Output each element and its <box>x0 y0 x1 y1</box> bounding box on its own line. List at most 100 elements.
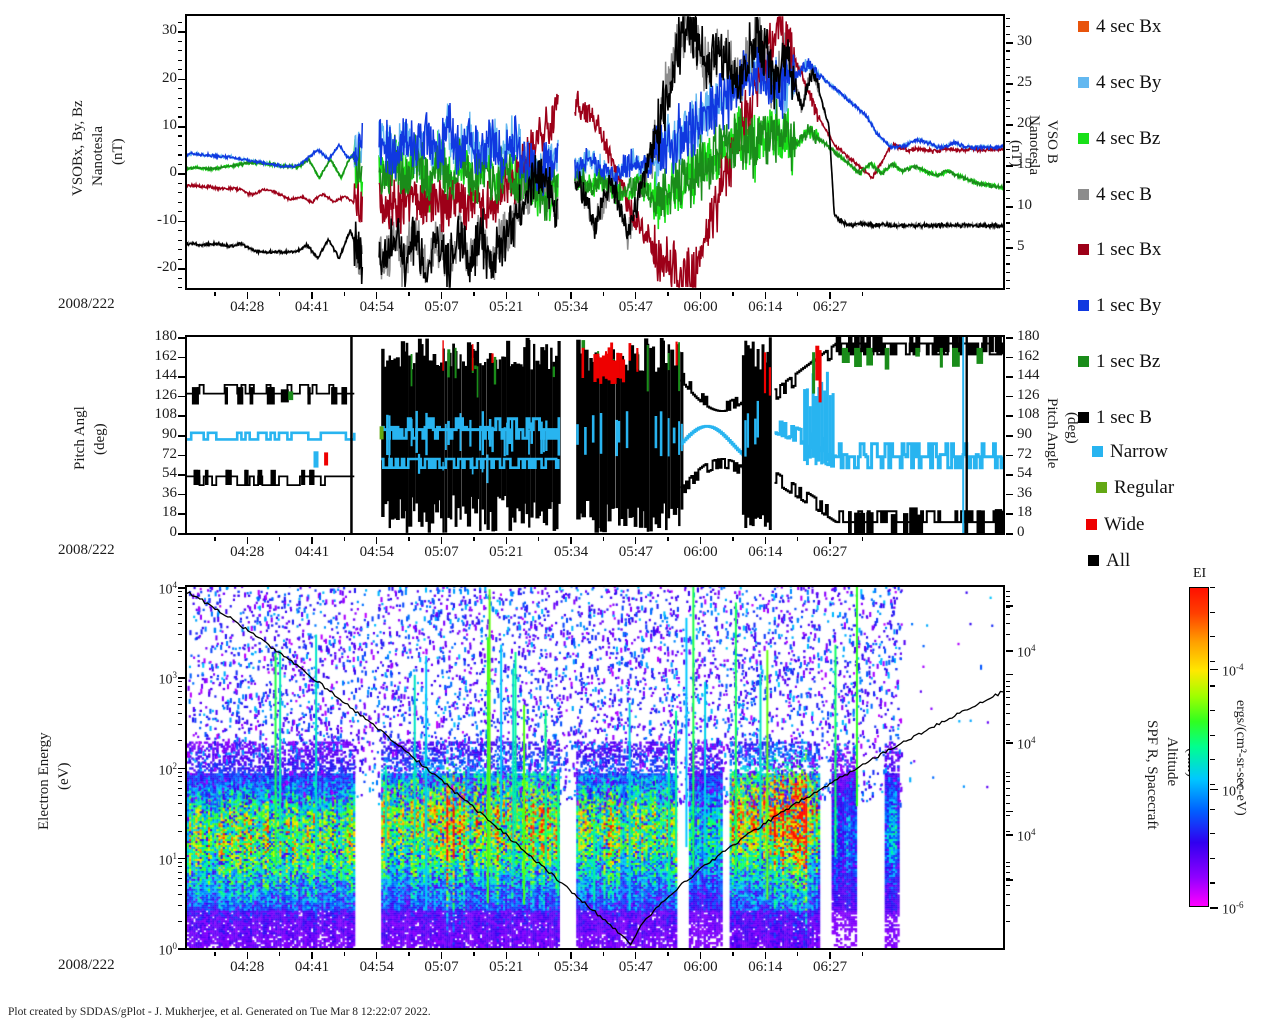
legend-item[interactable]: 1 sec By <box>1078 294 1162 316</box>
axis-tick-label: 0 <box>169 164 178 181</box>
axis-tick <box>178 337 185 339</box>
axis-tick <box>408 952 410 956</box>
axis-tick <box>178 454 185 457</box>
pitch-angle-band <box>591 415 596 443</box>
axis-tick <box>1210 587 1215 589</box>
axis-tick-label: 05:21 <box>489 299 524 315</box>
axis-tick <box>1006 189 1010 191</box>
pitch-angle-band <box>528 429 530 455</box>
axis-tick <box>178 771 182 773</box>
axis-tick <box>667 292 669 296</box>
axis-tick-label: 04:41 <box>294 959 330 975</box>
axis-tick <box>178 88 182 90</box>
pitch-angle-band <box>237 387 244 405</box>
axis-tick <box>178 866 182 868</box>
pitch-angle-band <box>204 469 209 485</box>
axis-tick-label: 05:47 <box>618 544 653 560</box>
axis-tick <box>178 697 182 699</box>
axis-tick-label: 20 <box>1017 115 1032 132</box>
legend-item[interactable]: Narrow <box>1092 442 1168 461</box>
pitch-angle-band <box>811 373 815 458</box>
axis-tick-label: 144 <box>154 367 178 384</box>
legend-item[interactable]: 4 sec By <box>1078 73 1161 92</box>
legend-label: 1 sec By <box>1096 294 1162 316</box>
axis-tick <box>178 920 182 922</box>
legend-item[interactable]: 1 sec B <box>1078 408 1152 427</box>
legend-item[interactable]: Wide <box>1086 515 1144 534</box>
axis-tick-label: 72 <box>162 445 177 462</box>
pitch-angle-band <box>768 337 772 530</box>
axis-tick <box>178 211 182 213</box>
pitch-angle-band <box>754 418 757 445</box>
axis-tick-label: 108 <box>154 406 178 423</box>
pitch-angle-band <box>430 360 435 524</box>
axis-tick-label: 10-5 <box>1222 781 1244 800</box>
axis-tick <box>1006 91 1010 93</box>
legend-label: 4 sec B <box>1096 183 1152 205</box>
pitch-angle-band <box>988 337 994 353</box>
pitch-angle-band <box>638 370 644 528</box>
axis-tick <box>1006 697 1010 699</box>
axis-tick <box>1006 83 1010 85</box>
pitch-angle-band <box>962 337 965 533</box>
pitch-angle-trace <box>774 472 1003 524</box>
pitch-angle-band <box>667 418 670 457</box>
axis-tick <box>178 607 182 609</box>
legend-item[interactable]: 4 sec Bx <box>1078 17 1161 36</box>
axis-tick <box>1006 181 1010 183</box>
axis-tick <box>440 292 443 299</box>
pitch-angle-band <box>464 365 468 514</box>
legend-item[interactable]: 4 sec Bz <box>1078 129 1160 148</box>
axis-tick <box>1006 395 1013 398</box>
axis-tick-label: 06:00 <box>683 544 718 560</box>
axis-tick <box>178 600 182 602</box>
pitch-angle-band <box>452 343 455 496</box>
legend-item[interactable]: 4 sec B <box>1078 183 1152 205</box>
pitch-angle-band <box>636 354 640 508</box>
axis-tick <box>214 292 216 296</box>
axis-tick <box>505 292 507 299</box>
axis-tick <box>635 537 637 544</box>
axis-tick-label: 06:14 <box>748 959 783 975</box>
pitch-angle-band <box>552 366 555 378</box>
pitch-angle-band <box>442 348 445 533</box>
pitch-angle-band <box>576 424 580 445</box>
pitch-angle-band <box>341 387 348 405</box>
axis-tick-label: 15 <box>1017 156 1032 173</box>
legend-swatch-icon <box>1078 76 1089 88</box>
axis-tick <box>1006 140 1010 142</box>
pitch-angle-band <box>530 422 533 444</box>
legend-item[interactable]: Regular <box>1096 478 1174 497</box>
axis-tick <box>1006 595 1010 597</box>
axis-tick-label: 180 <box>1017 328 1040 344</box>
pitch-angle-band <box>884 347 890 370</box>
magnetometer-trace <box>187 221 364 285</box>
axis-tick-label: 04:28 <box>230 299 265 315</box>
pitch-angle-band <box>915 337 921 353</box>
axis-tick <box>178 681 182 683</box>
pitch-angle-band <box>915 514 924 533</box>
legend-item[interactable]: 1 sec Bx <box>1078 240 1161 259</box>
axis-tick <box>1006 920 1010 922</box>
pitch-angle-band <box>270 387 275 405</box>
axis-tick <box>1210 710 1215 712</box>
legend-item[interactable]: 1 sec Bz <box>1078 352 1160 371</box>
pitch-angle-band <box>471 344 474 371</box>
axis-tick <box>178 814 182 816</box>
axis-tick <box>178 230 182 232</box>
pitch-angle-band <box>623 364 628 526</box>
pitch-angle-band <box>503 427 506 457</box>
pitch-angle-band <box>604 353 608 379</box>
axis-tick <box>178 591 182 593</box>
axis-tick <box>797 537 799 541</box>
legend-item[interactable]: All <box>1088 551 1130 570</box>
pitch-angle-band <box>612 358 615 361</box>
pitch-angle-band <box>193 469 201 485</box>
pitch-angle-band <box>466 342 472 527</box>
axis-tick <box>278 537 281 541</box>
axis-tick <box>178 724 182 726</box>
axis-tick <box>178 277 182 279</box>
axis-tick <box>1210 808 1215 810</box>
axis-tick <box>1006 238 1010 241</box>
axis-tick <box>1006 124 1010 126</box>
